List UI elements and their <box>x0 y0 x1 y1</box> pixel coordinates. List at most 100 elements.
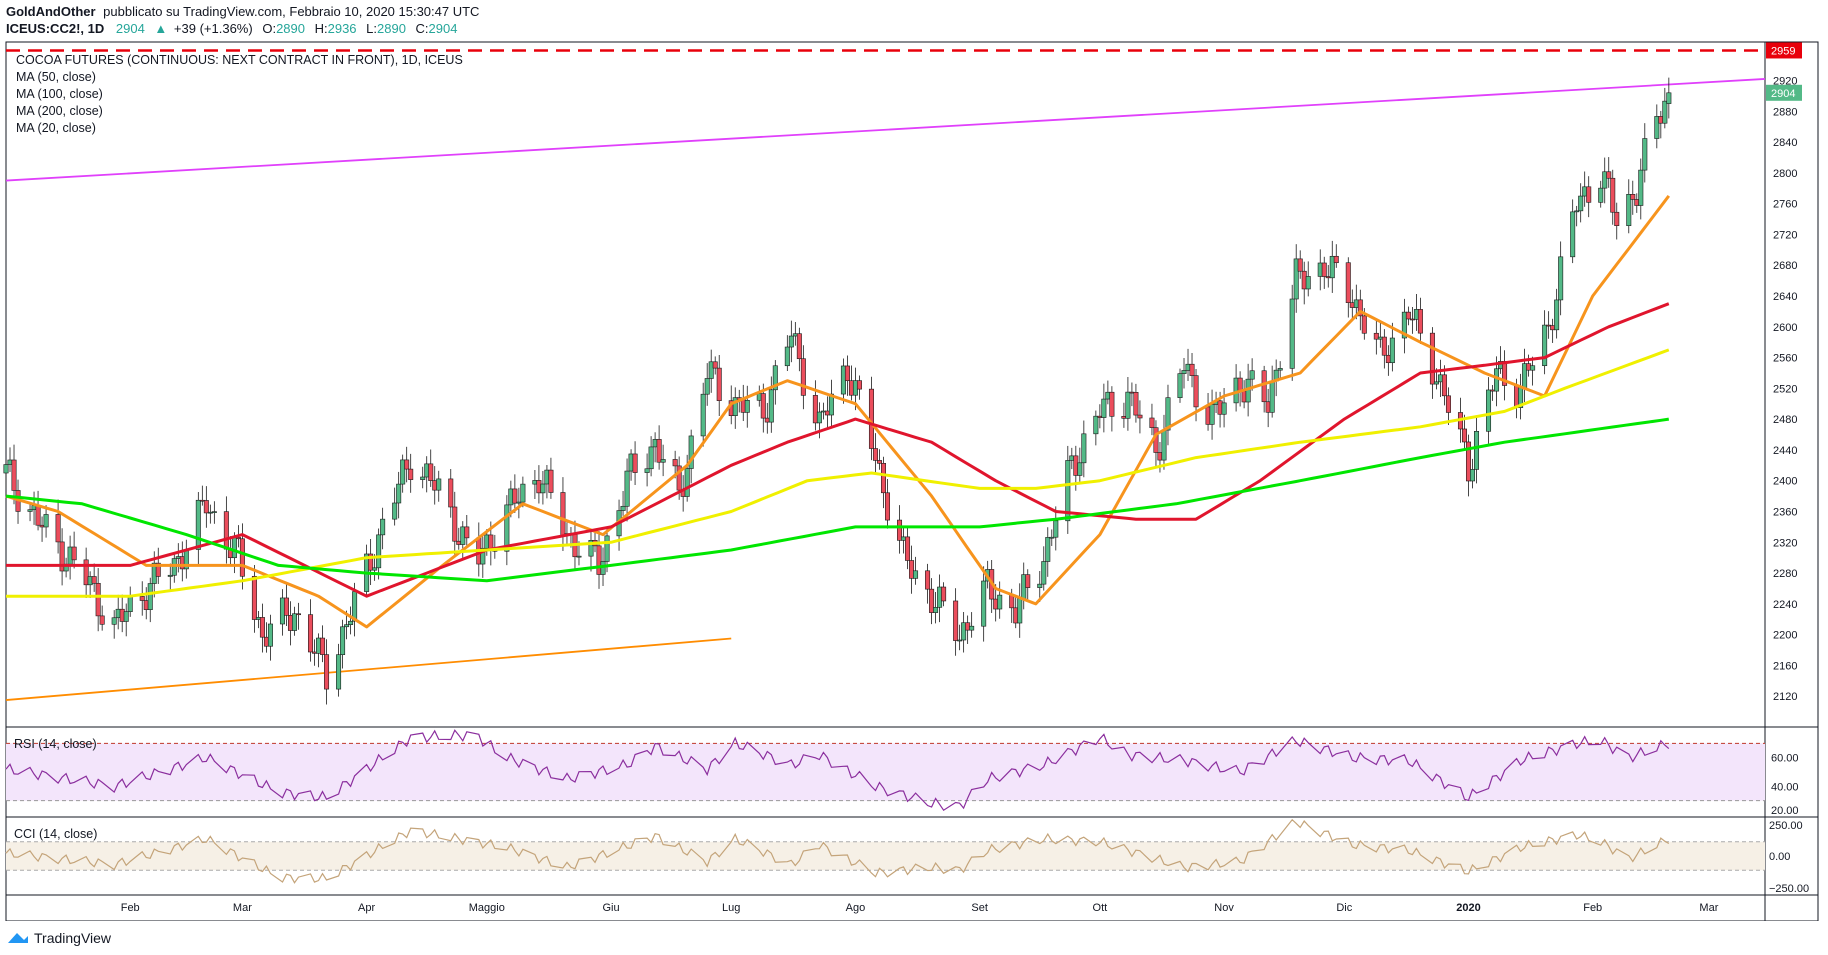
candle <box>913 556 919 585</box>
candle <box>560 477 566 552</box>
candles <box>3 77 1672 705</box>
candle <box>844 355 850 396</box>
legend-title[interactable]: COCOA FUTURES (CONTINUOUS: NEXT CONTRACT… <box>16 53 463 67</box>
candle <box>392 487 398 526</box>
candle <box>139 581 145 616</box>
candle <box>856 375 862 400</box>
candle <box>784 335 790 371</box>
candle <box>512 474 518 513</box>
price-tick: 2160 <box>1773 660 1797 672</box>
price-tick: 2320 <box>1773 537 1797 549</box>
candle <box>1149 403 1155 436</box>
trendline-orange[interactable] <box>5 637 732 701</box>
trendline-magenta[interactable] <box>5 78 1766 182</box>
price-tick: 2720 <box>1773 229 1797 241</box>
candle <box>1417 297 1423 344</box>
legend-ma50[interactable]: MA (50, close) <box>16 70 96 84</box>
candle <box>1077 447 1083 482</box>
cci-label[interactable]: CCI (14, close) <box>14 827 97 841</box>
candle <box>1249 358 1255 391</box>
candle <box>1065 445 1071 534</box>
price-tick: 2440 <box>1773 445 1797 457</box>
candle <box>171 552 177 583</box>
header-line1: GoldAndOther pubblicato su TradingView.c… <box>6 4 479 19</box>
candle <box>3 459 9 489</box>
moving-averages <box>5 194 1670 629</box>
candle <box>1461 414 1467 450</box>
candle <box>408 453 414 493</box>
candle <box>712 356 718 375</box>
candle <box>772 360 778 405</box>
candle <box>1638 158 1644 220</box>
legend-ma100[interactable]: MA (100, close) <box>16 87 103 101</box>
candle <box>1654 104 1660 149</box>
time-tick: Nov <box>1214 902 1234 914</box>
candle <box>688 429 694 484</box>
ma-line-50 <box>6 302 1670 598</box>
cci-tick: 0.00 <box>1769 851 1790 863</box>
candle <box>1101 383 1107 433</box>
legend-ma20[interactable]: MA (20, close) <box>16 121 96 135</box>
candle <box>933 592 939 624</box>
candle <box>1045 527 1051 577</box>
candle <box>1049 529 1055 546</box>
candle <box>211 501 217 524</box>
candle <box>1626 179 1632 234</box>
time-tick: Lug <box>722 902 740 914</box>
price-tick: 2600 <box>1773 322 1797 334</box>
candle <box>1053 506 1059 551</box>
candle <box>1429 327 1435 399</box>
author-name[interactable]: GoldAndOther <box>6 4 96 19</box>
candle <box>1209 389 1215 440</box>
candle <box>1662 87 1668 129</box>
candle <box>348 606 354 635</box>
candle <box>95 568 101 632</box>
price-tick: 2120 <box>1773 691 1797 703</box>
candle <box>905 527 911 570</box>
symbol-name[interactable]: ICEUS:CC2!, 1D <box>6 21 104 36</box>
high-label: H: <box>315 21 328 36</box>
candle <box>1305 261 1311 297</box>
rsi-label[interactable]: RSI (14, close) <box>14 737 97 751</box>
time-tick: Maggio <box>469 902 505 914</box>
axes: 2920 2880 2840 2800 2760 2720 2680 2640 2600 2560… <box>121 42 1809 914</box>
header-line2: ICEUS:CC2!, 1D 2904 ▲ +39 (+1.36%) O:289… <box>6 21 457 36</box>
legend-ma200[interactable]: MA (200, close) <box>16 104 103 118</box>
candle <box>925 563 931 604</box>
candle <box>396 471 402 519</box>
price-change: +39 (+1.36%) <box>174 21 253 36</box>
trendlines[interactable] <box>5 49 1766 701</box>
candle <box>1165 384 1171 446</box>
candle <box>183 539 189 579</box>
candle <box>1025 569 1031 600</box>
candle <box>997 581 1003 619</box>
candle <box>195 492 201 565</box>
candle <box>588 531 594 572</box>
open-value: 2890 <box>276 21 305 36</box>
candle <box>1586 176 1592 218</box>
time-tick: Apr <box>358 902 375 914</box>
candle <box>111 610 117 639</box>
resistance-price-tag <box>1766 42 1802 59</box>
candle <box>123 603 129 637</box>
candle <box>1389 322 1395 372</box>
footer-brand[interactable]: TradingView <box>34 930 112 946</box>
price-tick: 2360 <box>1773 506 1797 518</box>
candle <box>1405 306 1411 326</box>
candle <box>632 441 638 486</box>
low-value: 2890 <box>377 21 406 36</box>
candle <box>1610 169 1616 225</box>
candle <box>35 490 41 531</box>
candle <box>1081 420 1087 478</box>
candle <box>868 376 874 461</box>
candle <box>1530 356 1536 386</box>
candle <box>1261 365 1267 413</box>
candle <box>548 457 554 499</box>
candle <box>788 320 794 363</box>
candle <box>1470 458 1476 489</box>
price-tick: 2400 <box>1773 476 1797 488</box>
price-tick: 2920 <box>1773 75 1797 87</box>
rsi-tick: 20.00 <box>1771 805 1799 817</box>
candle <box>929 578 935 625</box>
